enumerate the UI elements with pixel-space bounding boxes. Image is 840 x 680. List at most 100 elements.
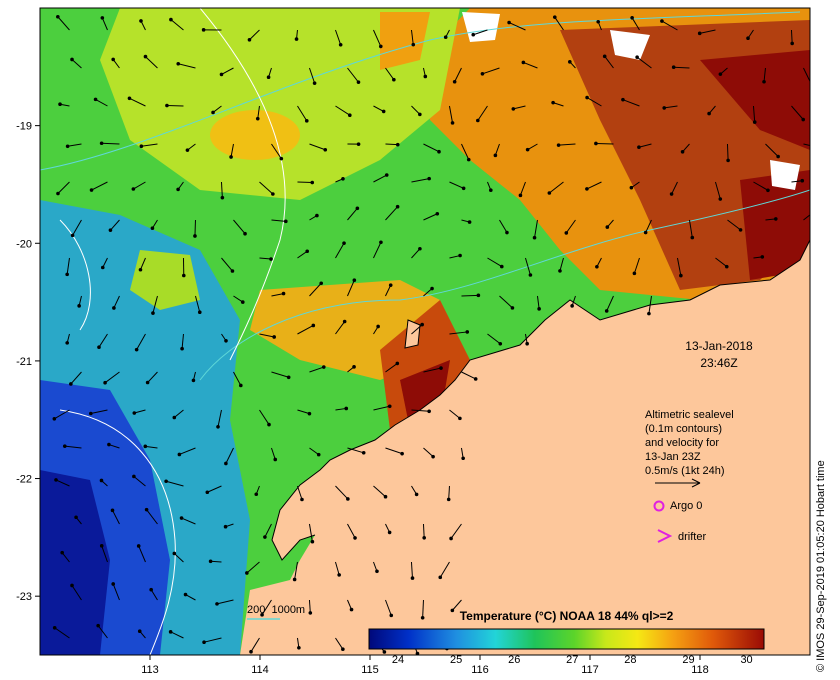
- velocity-arrow: [373, 29, 382, 47]
- velocity-arrow-head: [107, 442, 111, 447]
- velocity-note-line: and velocity for: [645, 437, 719, 449]
- velocity-arrow-head: [690, 235, 695, 240]
- velocity-arrow: [765, 143, 779, 157]
- velocity-arrow: [101, 17, 108, 31]
- velocity-arrow-head: [738, 228, 743, 232]
- velocity-arrow-head: [260, 613, 264, 617]
- velocity-arrow-head: [70, 583, 74, 588]
- velocity-arrow-head: [348, 113, 352, 117]
- velocity-arrow-head: [395, 142, 400, 147]
- velocity-arrow: [61, 552, 70, 563]
- velocity-arrow: [422, 523, 425, 538]
- velocity-arrow-head: [420, 322, 424, 327]
- velocity-arrow-head: [669, 192, 674, 196]
- velocity-arrow: [173, 553, 184, 563]
- velocity-arrow-head: [450, 121, 455, 125]
- velocity-arrow: [55, 479, 70, 487]
- velocity-arrow-head: [338, 42, 343, 47]
- y-tick-label: -21: [16, 356, 32, 368]
- velocity-arrow-head: [220, 195, 225, 200]
- velocity-arrow: [259, 409, 270, 425]
- velocity-arrow-head: [341, 176, 345, 181]
- velocity-arrow-head: [139, 144, 144, 148]
- velocity-arrow-head: [310, 180, 315, 185]
- velocity-arrow-head: [169, 17, 173, 22]
- velocity-arrow-head: [145, 380, 150, 385]
- velocity-arrow: [203, 637, 222, 643]
- colorbar-tick-label: 24: [391, 654, 405, 666]
- velocity-arrow-head: [344, 406, 349, 411]
- velocity-arrow: [373, 242, 382, 259]
- velocity-arrow: [335, 321, 346, 335]
- velocity-arrow: [449, 331, 468, 335]
- velocity-arrow-head: [168, 630, 173, 634]
- velocity-arrow: [57, 16, 70, 31]
- velocity-arrow-head: [458, 253, 462, 258]
- velocity-arrow: [138, 545, 146, 563]
- velocity-arrow-head: [164, 479, 168, 484]
- velocity-arrow-head: [776, 154, 780, 159]
- velocity-arrow-head: [323, 147, 328, 152]
- velocity-arrow-head: [387, 530, 392, 535]
- y-tick-label: -19: [16, 121, 32, 133]
- sst-warm-eddy: [210, 110, 300, 160]
- velocity-arrow-head: [239, 383, 243, 388]
- colorbar-tick-label: 27: [566, 654, 579, 666]
- velocity-arrow: [499, 295, 513, 309]
- land-mass: [240, 240, 810, 655]
- velocity-arrow: [207, 485, 222, 493]
- colorbar-tick-label: 25: [450, 654, 463, 666]
- x-axis: 113 114 115 116 117 118: [141, 655, 709, 676]
- x-tick-label: 114: [251, 664, 269, 676]
- velocity-arrow: [72, 219, 82, 236]
- velocity-arrow: [508, 22, 526, 31]
- velocity-arrow-head: [726, 158, 730, 163]
- velocity-arrow: [112, 510, 120, 525]
- velocity-arrow-head: [671, 65, 676, 69]
- velocity-arrow-head: [131, 187, 136, 191]
- velocity-arrow-head: [99, 544, 104, 548]
- velocity-arrow-head: [100, 265, 105, 270]
- velocity-arrow: [297, 250, 308, 259]
- velocity-arrow: [638, 143, 652, 148]
- velocity-arrow: [246, 561, 260, 574]
- velocity-arrow-head: [245, 571, 249, 575]
- velocity-arrow: [264, 523, 272, 538]
- argo-marker-icon: [653, 500, 665, 512]
- velocity-arrow: [527, 143, 538, 151]
- velocity-arrow-head: [465, 330, 470, 334]
- velocity-arrow-head: [518, 193, 523, 198]
- velocity-arrow: [259, 257, 272, 260]
- velocity-arrow-head: [556, 143, 561, 147]
- velocity-arrow: [586, 181, 602, 190]
- velocity-arrow: [423, 447, 434, 458]
- velocity-arrow: [91, 181, 108, 191]
- velocity-arrow-head: [271, 192, 275, 196]
- velocity-arrow: [134, 409, 146, 414]
- velocity-arrow-head: [111, 57, 115, 62]
- velocity-note-line: 0.5m/s (1kt 24h): [645, 465, 725, 477]
- velocity-arrow: [141, 143, 158, 147]
- velocity-arrow: [423, 367, 442, 373]
- velocity-arrow-head: [99, 478, 104, 483]
- bathymetry-contour-1000m: [199, 189, 810, 381]
- velocity-arrow-head: [202, 640, 206, 644]
- velocity-arrow-head: [525, 147, 530, 152]
- velocity-arrow-head: [547, 191, 552, 195]
- velocity-arrow-head: [208, 559, 213, 564]
- velocity-arrow: [451, 599, 462, 611]
- velocity-arrow-head: [205, 490, 210, 495]
- velocity-arrow: [97, 625, 108, 639]
- velocity-arrow: [173, 409, 184, 418]
- velocity-arrow: [181, 517, 196, 525]
- x-tick-label: 115: [361, 664, 379, 676]
- velocity-note-line: (0.1m contours): [645, 423, 723, 435]
- velocity-arrow: [534, 219, 538, 238]
- velocity-arrow: [347, 279, 355, 297]
- velocity-arrow: [308, 523, 313, 542]
- velocity-arrow: [147, 371, 158, 383]
- velocity-arrow: [145, 56, 158, 69]
- velocity-arrow: [423, 288, 433, 297]
- velocity-arrow: [473, 29, 488, 36]
- velocity-arrow: [66, 257, 70, 275]
